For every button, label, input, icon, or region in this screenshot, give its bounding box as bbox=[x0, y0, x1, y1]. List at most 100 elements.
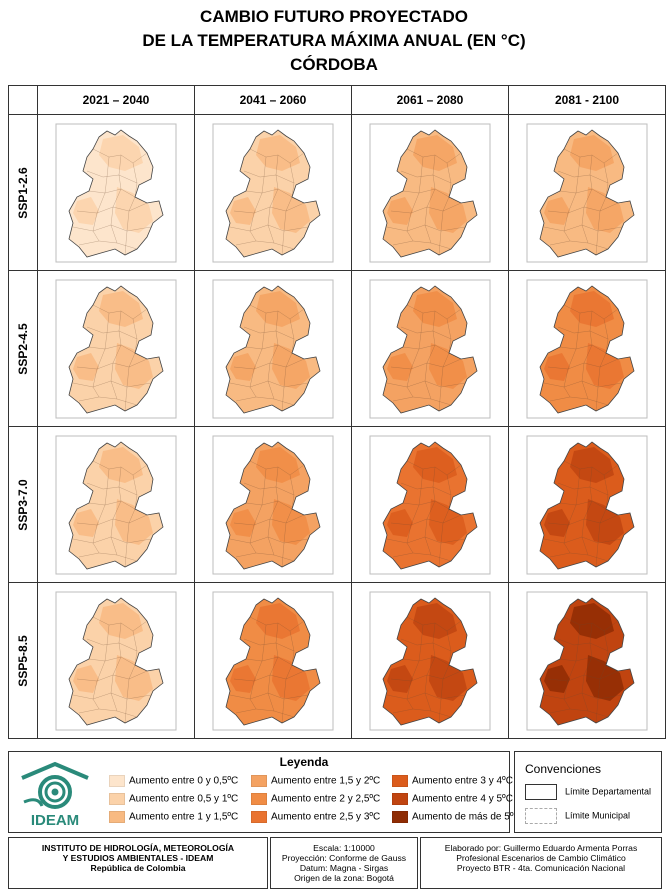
title-line-1: CAMBIO FUTURO PROYECTADO bbox=[200, 7, 468, 26]
municipal-boundary bbox=[92, 156, 110, 241]
municipal-boundary bbox=[86, 326, 138, 339]
legend-label: Aumento entre 2,5 y 3ºC bbox=[271, 811, 381, 823]
department-map-svg bbox=[369, 591, 491, 730]
row-ssp5-8-5: SSP5-8.5 bbox=[8, 582, 666, 739]
footer-institute: INSTITUTO DE HIDROLOGÍA, METEOROLOGÍA Y … bbox=[8, 837, 268, 889]
institute-line-2: Y ESTUDIOS AMBIENTALES - IDEAM bbox=[62, 853, 214, 863]
departmental-boundary bbox=[225, 128, 321, 257]
municipal-boundary bbox=[249, 312, 267, 397]
warming-zone-patch-north bbox=[570, 602, 614, 639]
warming-zone-patch-west bbox=[230, 664, 256, 693]
municipal-boundary bbox=[595, 162, 609, 255]
municipal-boundary bbox=[88, 656, 136, 665]
legend-label: Aumento entre 0,5 y 1ºC bbox=[129, 793, 239, 805]
warming-zone-patch-north bbox=[99, 602, 143, 639]
row-ssp2-4-5: SSP2-4.5 bbox=[8, 270, 666, 427]
municipal-boundary bbox=[549, 552, 609, 561]
warming-zone-patch-east bbox=[586, 342, 624, 389]
conventions-title: Convenciones bbox=[525, 762, 602, 776]
municipal-boundary bbox=[281, 630, 295, 723]
legend-item-3-4: Aumento entre 3 y 4ºC bbox=[392, 775, 513, 787]
institute-line-3: República de Colombia bbox=[90, 863, 186, 873]
municipal-boundary bbox=[281, 474, 295, 567]
warming-zone-patch-west bbox=[544, 508, 570, 537]
municipal-boundary bbox=[235, 240, 295, 249]
credits-project: Proyecto BTR - 4ta. Comunicación Naciona… bbox=[456, 863, 626, 873]
municipal-boundary bbox=[549, 240, 609, 249]
municipal-boundary bbox=[110, 154, 122, 243]
municipal-boundary bbox=[581, 466, 593, 555]
map-datum: Datum: Magna - Sirgas bbox=[299, 863, 389, 873]
column-header-2021-2040: 2021 – 2040 bbox=[37, 85, 195, 115]
map-ssp1-2-6-2081-2100 bbox=[508, 114, 666, 271]
department-map-svg bbox=[526, 591, 648, 730]
department-map-svg bbox=[55, 279, 177, 418]
legend-item-5-plus: Aumento de más de 5ºC bbox=[392, 811, 521, 823]
map-origin: Origen de la zona: Bogotá bbox=[294, 873, 394, 883]
legend-swatch bbox=[109, 775, 125, 787]
map-ssp3-7-0-2041-2060 bbox=[194, 426, 352, 583]
map-ssp5-8-5-2041-2060 bbox=[194, 582, 352, 739]
row-label-ssp5-8-5: SSP5-8.5 bbox=[8, 582, 38, 739]
municipal-boundary bbox=[124, 318, 138, 411]
municipal-boundary bbox=[78, 396, 138, 405]
legend-item-2-25: Aumento entre 2 y 2,5ºC bbox=[251, 793, 380, 805]
warming-zone-patch-west bbox=[230, 508, 256, 537]
map-ssp1-2-6-2061-2080 bbox=[351, 114, 509, 271]
municipal-boundary bbox=[595, 318, 609, 411]
municipal-boundary bbox=[249, 156, 267, 241]
departmental-boundary bbox=[68, 440, 164, 569]
legend-item-25-3: Aumento entre 2,5 y 3ºC bbox=[251, 811, 380, 823]
warming-zone-patch-north bbox=[570, 134, 614, 171]
municipal-boundary bbox=[563, 156, 581, 241]
municipal-boundary bbox=[78, 708, 138, 717]
legend-item-1-15: Aumento entre 1 y 1,5ºC bbox=[109, 811, 238, 823]
municipal-boundary bbox=[88, 344, 136, 353]
municipal-boundary bbox=[88, 188, 136, 197]
warming-zone-patch-east bbox=[586, 498, 624, 545]
municipal-boundary bbox=[235, 708, 295, 717]
departmental-boundary bbox=[68, 596, 164, 725]
municipal-boundary bbox=[281, 162, 295, 255]
municipal-boundary bbox=[400, 170, 452, 183]
warming-zone-patch-east bbox=[115, 342, 153, 389]
warming-zone-patch-west bbox=[73, 196, 99, 225]
legend-item-05-1: Aumento entre 0,5 y 1ºC bbox=[109, 793, 238, 805]
warming-zone-patch-west bbox=[73, 352, 99, 381]
municipal-boundary bbox=[243, 170, 295, 183]
municipal-boundary bbox=[549, 396, 609, 405]
municipal-boundary bbox=[402, 500, 450, 509]
convention-departmental-label: Límite Departamental bbox=[565, 786, 652, 797]
warming-zone-patch-east bbox=[586, 654, 624, 701]
row-ssp3-7-0: SSP3-7.0 bbox=[8, 426, 666, 583]
municipal-boundary bbox=[392, 708, 452, 717]
municipal-boundary bbox=[424, 466, 436, 555]
legend-title: Leyenda bbox=[279, 755, 329, 769]
warming-zone-patch-west bbox=[230, 196, 256, 225]
municipal-boundary bbox=[557, 170, 609, 183]
warming-zone-patch-north bbox=[413, 134, 457, 171]
department-map-svg bbox=[212, 591, 334, 730]
departmental-boundary bbox=[382, 596, 478, 725]
title-line-3: CÓRDOBA bbox=[290, 55, 378, 74]
municipal-boundary bbox=[549, 708, 609, 717]
departmental-boundary bbox=[539, 596, 635, 725]
municipal-boundary bbox=[249, 468, 267, 553]
map-ssp5-8-5-2081-2100 bbox=[508, 582, 666, 739]
warming-zone-patch-north bbox=[256, 290, 300, 327]
municipal-boundary bbox=[124, 162, 138, 255]
municipal-boundary bbox=[110, 310, 122, 399]
warming-zone-patch-north bbox=[256, 446, 300, 483]
warming-zone-patch-west bbox=[387, 196, 413, 225]
legend-swatch bbox=[109, 793, 125, 805]
municipal-boundary bbox=[400, 638, 452, 651]
warming-zone-patch-east bbox=[115, 498, 153, 545]
municipal-boundary bbox=[235, 552, 295, 561]
map-ssp5-8-5-2021-2040 bbox=[37, 582, 195, 739]
map-ssp3-7-0-2021-2040 bbox=[37, 426, 195, 583]
department-map-svg bbox=[526, 435, 648, 574]
warming-zone-patch-east bbox=[586, 186, 624, 233]
municipal-boundary bbox=[438, 630, 452, 723]
municipal-boundary bbox=[78, 240, 138, 249]
scenario-map-grid: 2021 – 2040 2041 – 2060 2061 – 2080 2081… bbox=[8, 85, 666, 739]
